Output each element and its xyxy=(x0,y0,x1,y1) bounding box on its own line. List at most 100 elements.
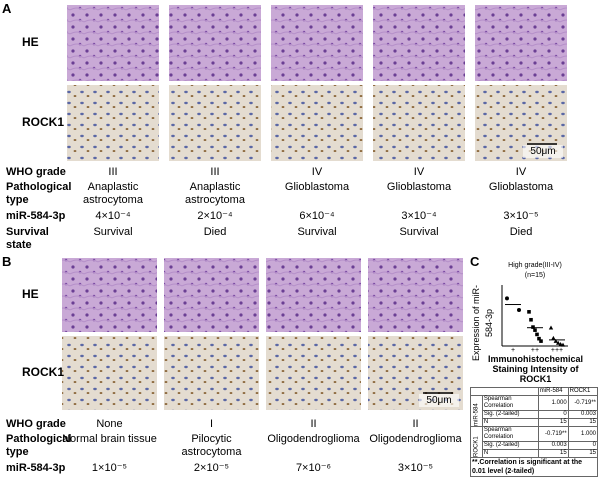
micrograph xyxy=(266,336,361,410)
field-label: Survival state xyxy=(6,226,49,251)
field-value: Normal brain tissue xyxy=(62,433,157,445)
table-cell: miR-584 xyxy=(470,395,483,427)
field-label: Pathological type xyxy=(6,433,72,458)
chart-subtitle: (n=15) xyxy=(524,272,546,279)
micrograph xyxy=(169,5,261,81)
table-cell: miR-584 xyxy=(537,387,569,396)
point xyxy=(533,328,537,332)
table-cell xyxy=(470,387,539,396)
field-value: 3×10⁻⁵ xyxy=(503,210,539,222)
table-cell: N xyxy=(481,449,539,458)
panel-label: C xyxy=(470,254,480,269)
point xyxy=(531,325,535,329)
field-value: Died xyxy=(509,226,533,238)
micrograph xyxy=(266,258,361,332)
micrograph xyxy=(373,5,465,81)
micrograph xyxy=(164,336,259,410)
row-label: HE xyxy=(22,35,39,49)
field-value: Glioblastoma xyxy=(488,181,554,193)
table-cell: ROCK1 xyxy=(470,426,483,458)
x-tick-label: ++ xyxy=(531,347,539,354)
point xyxy=(556,340,561,345)
point xyxy=(560,342,566,347)
chart-title: High grade(III-IV) xyxy=(508,262,562,269)
scatter-chart: + ++ +++ xyxy=(501,285,568,354)
table-cell: ROCK1 xyxy=(567,387,599,396)
table-cell: **.Correlation is significant at the 0.0… xyxy=(470,457,598,477)
field-value: Pilocytic astrocytoma xyxy=(181,433,242,458)
micrograph xyxy=(164,258,259,332)
row-label: ROCK1 xyxy=(22,365,65,379)
field-label: miR-584-3p xyxy=(6,462,66,474)
point xyxy=(505,296,509,301)
field-value: Died xyxy=(203,226,227,238)
table-cell: N xyxy=(481,418,539,427)
table-cell: 0.003 xyxy=(567,410,599,419)
table-cell: Spearman Correlation xyxy=(481,426,539,442)
field-value: IV xyxy=(311,166,323,178)
table-cell: 1.000 xyxy=(537,395,569,411)
field-value: 1×10⁻⁵ xyxy=(91,462,128,474)
row-label: ROCK1 xyxy=(22,115,65,129)
field-value: II xyxy=(310,418,317,430)
table-cell: Sig. (2-tailed) xyxy=(481,441,539,450)
micrographs xyxy=(62,5,567,410)
table-cell: 1.000 xyxy=(567,426,599,442)
field-value: III xyxy=(210,166,220,178)
x-axis-label: Immunohistochemical Staining Intensity o… xyxy=(487,354,584,384)
micrograph xyxy=(62,336,157,410)
point xyxy=(535,332,539,337)
field-value: Oligodendroglioma xyxy=(369,433,462,445)
micrograph xyxy=(271,85,363,161)
field-value: 3×10⁻⁴ xyxy=(401,210,437,222)
point xyxy=(517,308,521,313)
table-cell: 0 xyxy=(537,410,569,419)
field-label: WHO grade xyxy=(6,166,66,178)
field-value: Glioblastoma xyxy=(284,181,350,193)
micrograph xyxy=(62,258,157,332)
correlation-table: miR-584 ROCK1 miR-584 Spearman Correlation 1… xyxy=(470,387,599,477)
micrograph xyxy=(475,5,567,81)
field-value: IV xyxy=(413,166,425,178)
table-cell: 15 xyxy=(537,449,569,458)
field-value: 2×10⁻⁵ xyxy=(193,462,230,474)
micrograph xyxy=(271,5,363,81)
field-value: Survival xyxy=(399,226,439,238)
scale-label: 50μm xyxy=(523,145,563,158)
field-value: I xyxy=(209,418,214,430)
table-cell: 0.003 xyxy=(537,441,569,450)
panel-label: B xyxy=(2,254,12,269)
field-value: 4×10⁻⁴ xyxy=(95,210,131,222)
field-value: None xyxy=(96,418,123,430)
field-label: WHO grade xyxy=(6,418,66,430)
table-cell: Sig. (2-tailed) xyxy=(481,410,539,419)
point xyxy=(548,325,554,330)
point xyxy=(537,336,541,341)
field-value: 3×10⁻⁵ xyxy=(397,462,434,474)
micrograph xyxy=(373,85,465,161)
table-cell: Spearman Correlation xyxy=(481,395,539,411)
field-value: 6×10⁻⁴ xyxy=(299,210,335,222)
point xyxy=(527,310,531,314)
field-label: Pathological type xyxy=(6,181,72,206)
point xyxy=(529,317,533,322)
micrograph xyxy=(169,85,261,161)
x-tick-label: + xyxy=(511,347,515,354)
field-value: IV xyxy=(515,166,527,178)
x-tick-label: +++ xyxy=(551,347,563,354)
table-cell: 15 xyxy=(537,418,569,427)
table-cell: 0 xyxy=(567,441,599,450)
point xyxy=(539,339,543,343)
field-value: Oligodendroglioma xyxy=(267,433,360,445)
micrograph xyxy=(368,258,463,332)
table-cell: 15 xyxy=(567,449,599,458)
micrograph xyxy=(67,5,159,81)
point xyxy=(551,335,556,340)
panel-label: A xyxy=(2,1,12,16)
field-value: Survival xyxy=(297,226,337,238)
row-label: HE xyxy=(22,287,39,301)
point xyxy=(553,338,558,343)
scale-label: 50μm xyxy=(419,394,459,407)
